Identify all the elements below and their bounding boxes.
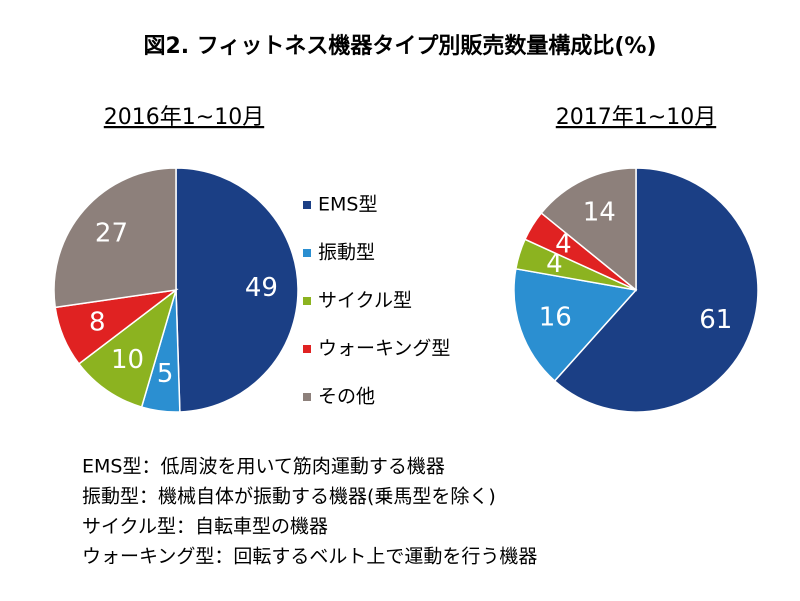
legend-marker: [303, 249, 311, 257]
data-label: 4: [546, 249, 563, 279]
data-label: 4: [555, 229, 572, 259]
legend-label: EMS型: [318, 194, 377, 216]
pie-title: 2016年1~10月: [104, 105, 264, 130]
pie-slice: [553, 167, 759, 413]
legend-marker: [303, 393, 311, 401]
pie-title: 2017年1~10月: [556, 105, 716, 130]
pie-slice: [175, 167, 299, 413]
legend-marker: [303, 345, 311, 353]
data-label: 49: [245, 273, 278, 303]
data-label: 10: [111, 345, 144, 375]
note: EMS型：低周波を用いて筋肉運動する機器: [82, 456, 445, 478]
data-label: 16: [539, 302, 572, 332]
legend-label: その他: [318, 386, 375, 408]
pie-slice: [77, 288, 178, 408]
pie-slice: [540, 167, 637, 292]
data-label: 27: [95, 219, 128, 249]
legend-label: サイクル型: [318, 290, 412, 312]
data-label: 8: [89, 307, 106, 337]
note: ウォーキング型：回転するベルト上で運動を行う機器: [82, 546, 537, 568]
data-label: 5: [157, 359, 174, 389]
legend-label: ウォーキング型: [318, 338, 450, 360]
legend-label: 振動型: [318, 242, 375, 264]
data-label: 14: [583, 197, 616, 227]
chart-title: 図2. フィットネス機器タイプ別販売数量構成比(%): [143, 33, 656, 59]
note: サイクル型：自転車型の機器: [82, 516, 328, 538]
pie-slice: [53, 167, 177, 309]
legend-marker: [303, 297, 311, 305]
note: 振動型：機械自体が振動する機器(乗馬型を除く): [82, 486, 496, 508]
legend-marker: [303, 201, 311, 209]
pie-slice: [513, 267, 638, 382]
data-label: 61: [699, 305, 732, 335]
